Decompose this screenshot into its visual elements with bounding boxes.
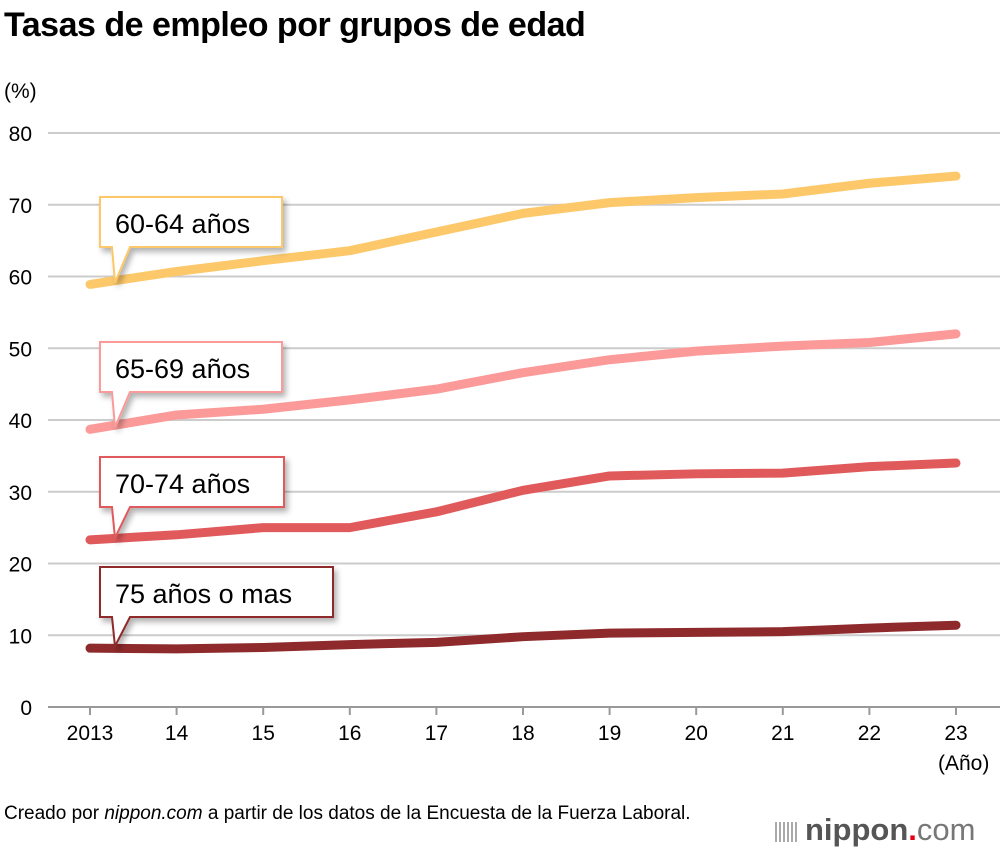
series-callout: [99, 566, 334, 650]
y-axis-label: (%): [4, 80, 37, 103]
source-note: Creado por nippon.com a partir de los da…: [4, 803, 691, 824]
series-callout: [99, 196, 283, 283]
y-tick-label: 50: [9, 338, 32, 361]
legend-label: 70-74 años: [115, 469, 250, 499]
y-tick-label: 30: [9, 482, 32, 505]
x-tick-label: 22: [858, 722, 881, 745]
x-tick-label: 14: [165, 722, 189, 745]
x-tick-label: 19: [598, 722, 621, 745]
legend-label: 65-69 años: [115, 354, 250, 384]
legend-label: 75 años o mas: [115, 579, 292, 609]
y-tick-label: 20: [9, 554, 32, 577]
x-tick-label: 23: [944, 722, 967, 745]
legend-label: 60-64 años: [115, 209, 250, 239]
x-tick-label: 15: [252, 722, 275, 745]
chart-title: Tasas de empleo por grupos de edad: [4, 6, 586, 44]
y-tick-label: 40: [9, 410, 32, 433]
series-callout: [99, 456, 285, 542]
y-tick-label: 70: [9, 195, 32, 218]
source-site: nippon.com: [104, 803, 203, 824]
series-callout: [99, 341, 283, 428]
x-tick-label: 2013: [67, 722, 114, 745]
x-tick-label: 21: [771, 722, 794, 745]
x-axis-label: (Año): [938, 752, 990, 775]
x-tick-label: 16: [338, 722, 361, 745]
y-tick-label: 10: [9, 625, 32, 648]
logo-icon: [775, 821, 797, 842]
y-tick-label: 80: [9, 123, 32, 146]
x-tick-label: 18: [511, 722, 534, 745]
nippon-logo: nippon.com: [775, 812, 976, 848]
x-tick-label: 17: [425, 722, 448, 745]
y-tick-label: 0: [20, 697, 32, 720]
x-tick-label: 20: [685, 722, 708, 745]
y-tick-label: 60: [9, 267, 32, 290]
series-line: [85, 620, 961, 654]
